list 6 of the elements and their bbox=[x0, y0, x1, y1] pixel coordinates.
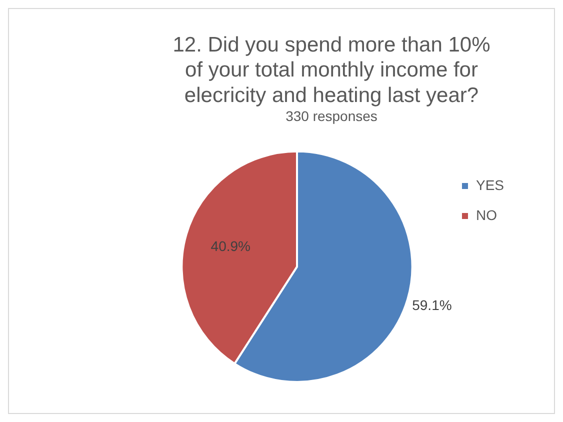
legend-label: YES bbox=[476, 176, 504, 193]
chart-title: 12. Did you spend more than 10% of your total monthly income for elecricity and heating last year? bbox=[172, 33, 490, 107]
legend-label: NO bbox=[476, 206, 498, 223]
data-label: 59.1% bbox=[412, 297, 452, 314]
chart-subtitle: 330 responses bbox=[286, 108, 378, 124]
data-label: 40.9% bbox=[210, 238, 250, 254]
